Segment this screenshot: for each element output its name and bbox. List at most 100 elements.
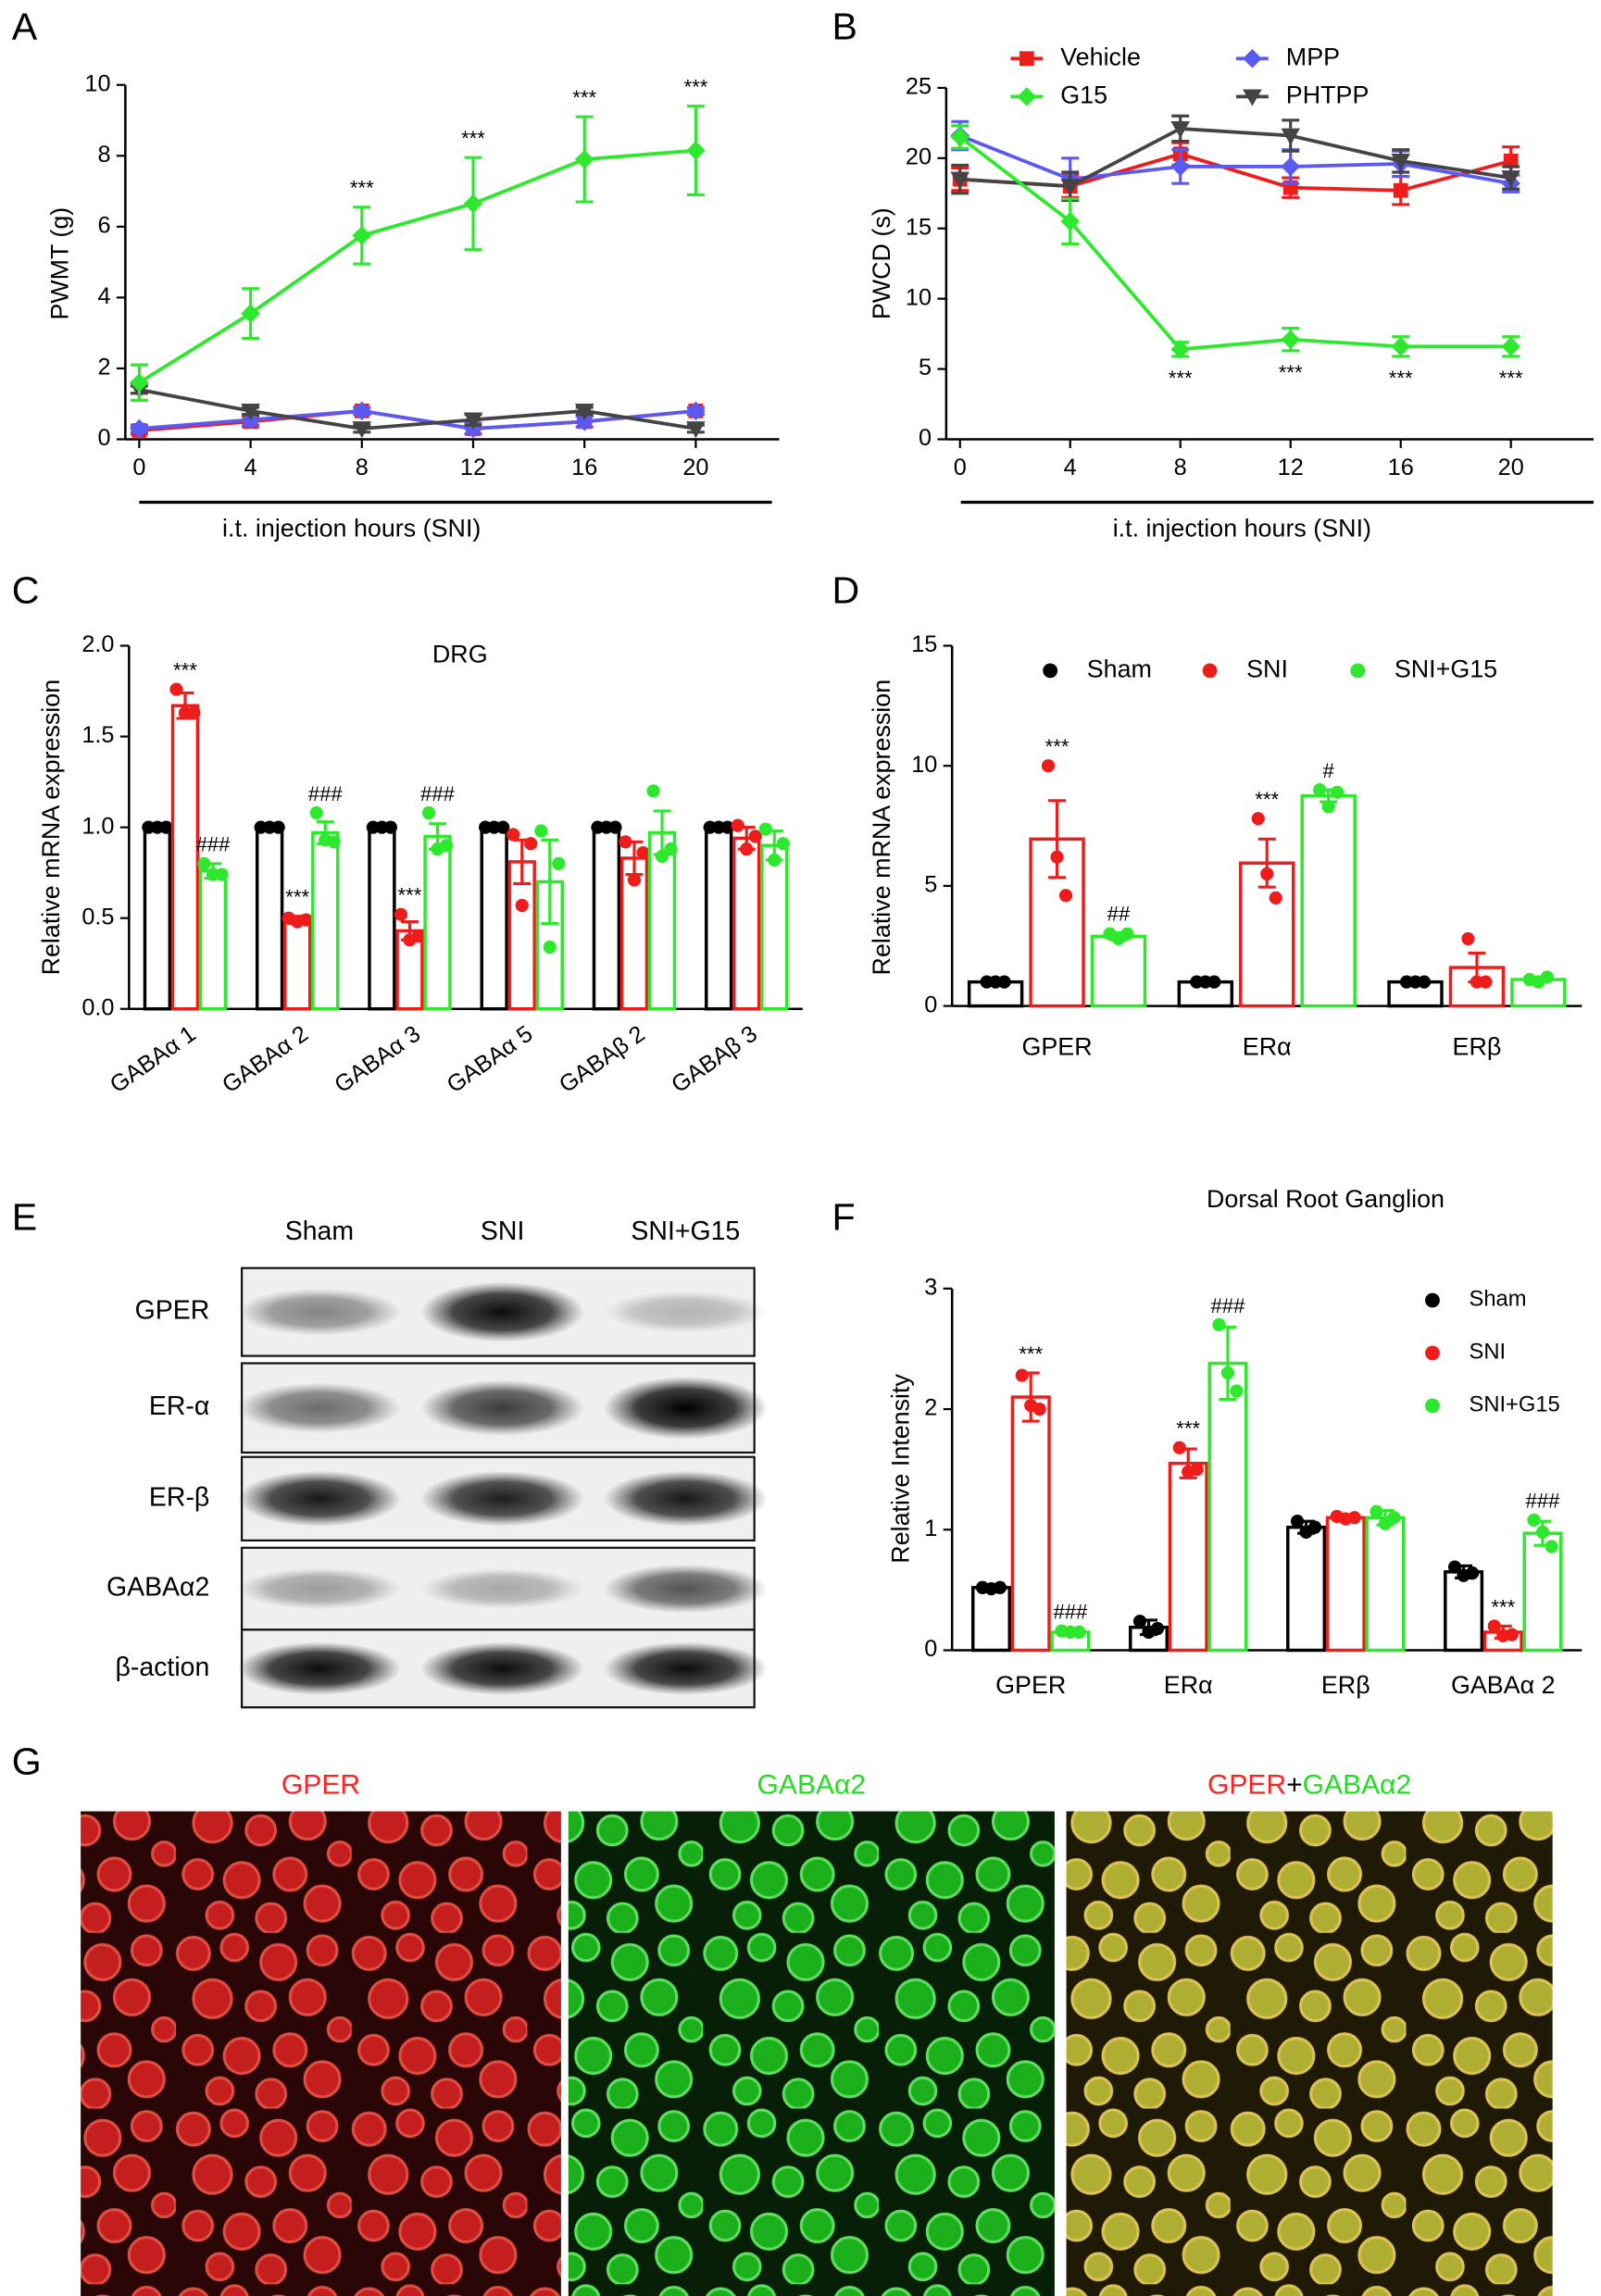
marker (1281, 128, 1301, 145)
marker (130, 372, 149, 393)
data-point (1487, 1619, 1501, 1633)
legend-label: SNI (1470, 1341, 1507, 1365)
x-tick-label: 4 (244, 455, 257, 480)
lane-label: Sham (285, 1217, 354, 1246)
y-tick-label: 0.0 (81, 994, 114, 1020)
marker (1503, 153, 1519, 168)
significance-label: # (1323, 759, 1335, 782)
x-tick-label: 16 (571, 455, 597, 480)
legend-label: Sham (1087, 655, 1152, 682)
marker (1243, 89, 1262, 106)
marker (1391, 336, 1410, 356)
y-tick-label: 3 (924, 1275, 937, 1301)
blot-band (603, 1641, 768, 1695)
x-tick-label: ERα (1243, 1033, 1292, 1061)
image-label: GPER+GABAα2 (1207, 1770, 1411, 1801)
legend-label: SNI+G15 (1395, 655, 1497, 682)
lane-label: SNI (481, 1217, 524, 1246)
x-tick-label: GABAα 2 (1451, 1671, 1556, 1699)
data-point (1220, 1366, 1235, 1380)
marker (1170, 121, 1191, 139)
panel-label: B (832, 5, 857, 47)
data-point (1465, 1566, 1480, 1580)
series-line (958, 135, 1511, 352)
data-point (394, 907, 408, 921)
data-point (1461, 931, 1475, 946)
image-label: GPER (281, 1770, 360, 1801)
x-tick-label: 0 (954, 455, 967, 480)
marker (1281, 156, 1301, 177)
data-point (655, 849, 669, 864)
data-point (748, 830, 762, 843)
data-point (1251, 812, 1265, 826)
data-point (496, 820, 510, 834)
data-point (1172, 1441, 1186, 1454)
y-tick-label: 0 (97, 425, 110, 451)
significance-label: *** (683, 76, 707, 99)
significance-label: ### (196, 833, 231, 856)
significance-label: *** (461, 127, 485, 150)
blot-band (420, 1379, 585, 1436)
y-tick-label: 1.0 (81, 813, 114, 839)
data-point (993, 1580, 1007, 1594)
y-tick-label: 0 (924, 992, 937, 1017)
data-point (299, 913, 313, 927)
data-point (664, 842, 678, 856)
legend-marker (1425, 1292, 1440, 1308)
data-point (1527, 1513, 1541, 1527)
bar (1010, 1395, 1051, 1653)
y-tick-label: 20 (906, 144, 932, 170)
data-point (1230, 1384, 1244, 1398)
blot-band (420, 1281, 585, 1342)
x-axis-label: i.t. injection hours (SNI) (222, 515, 481, 543)
blot-band (603, 1291, 768, 1333)
bar (170, 704, 200, 1011)
y-tick-label: 10 (906, 284, 932, 310)
bar (705, 825, 733, 1011)
bar (480, 825, 508, 1011)
data-point (608, 820, 622, 834)
bar (1286, 1525, 1327, 1653)
marker (574, 403, 594, 421)
blot-band (603, 1564, 768, 1614)
x-tick-label: ERα (1164, 1671, 1213, 1699)
x-tick-label: ERβ (1321, 1671, 1370, 1699)
series-line (138, 148, 696, 384)
significance-label: *** (1176, 1417, 1200, 1441)
marker (574, 412, 594, 431)
data-point (1545, 1540, 1558, 1554)
legend-label: SNI+G15 (1470, 1393, 1560, 1417)
bar (143, 825, 172, 1011)
data-point (1313, 783, 1327, 797)
image-label-part: GPER (1207, 1770, 1286, 1801)
significance-label: ### (420, 782, 456, 805)
y-tick-label: 5 (924, 872, 937, 898)
significance-label: *** (173, 658, 197, 681)
data-point (731, 818, 744, 832)
series-line (959, 127, 1511, 189)
marker (1060, 179, 1081, 196)
marker (686, 401, 706, 421)
data-point (1417, 975, 1432, 989)
row-label: β-action (116, 1653, 210, 1682)
bar (592, 825, 621, 1011)
y-tick-label: 0.5 (81, 904, 114, 930)
data-point (1331, 785, 1345, 799)
bar (1300, 793, 1357, 1008)
significance-label: ### (1053, 1601, 1088, 1624)
x-tick-label: 8 (1174, 455, 1187, 480)
data-point (1535, 1525, 1550, 1540)
data-point (383, 820, 398, 834)
y-tick-label: 10 (911, 752, 937, 778)
image-label-part: GABAα2 (757, 1770, 867, 1801)
data-point (1207, 975, 1221, 989)
image-label-part: GPER (281, 1770, 360, 1801)
y-tick-label: 2.0 (81, 631, 114, 657)
x-axis-label: i.t. injection hours (SNI) (1113, 515, 1371, 543)
significance-label: *** (1499, 367, 1523, 390)
data-point (1540, 970, 1554, 984)
bar (1207, 1361, 1248, 1653)
legend-marker (1202, 663, 1218, 679)
panel-label: E (12, 1195, 37, 1238)
